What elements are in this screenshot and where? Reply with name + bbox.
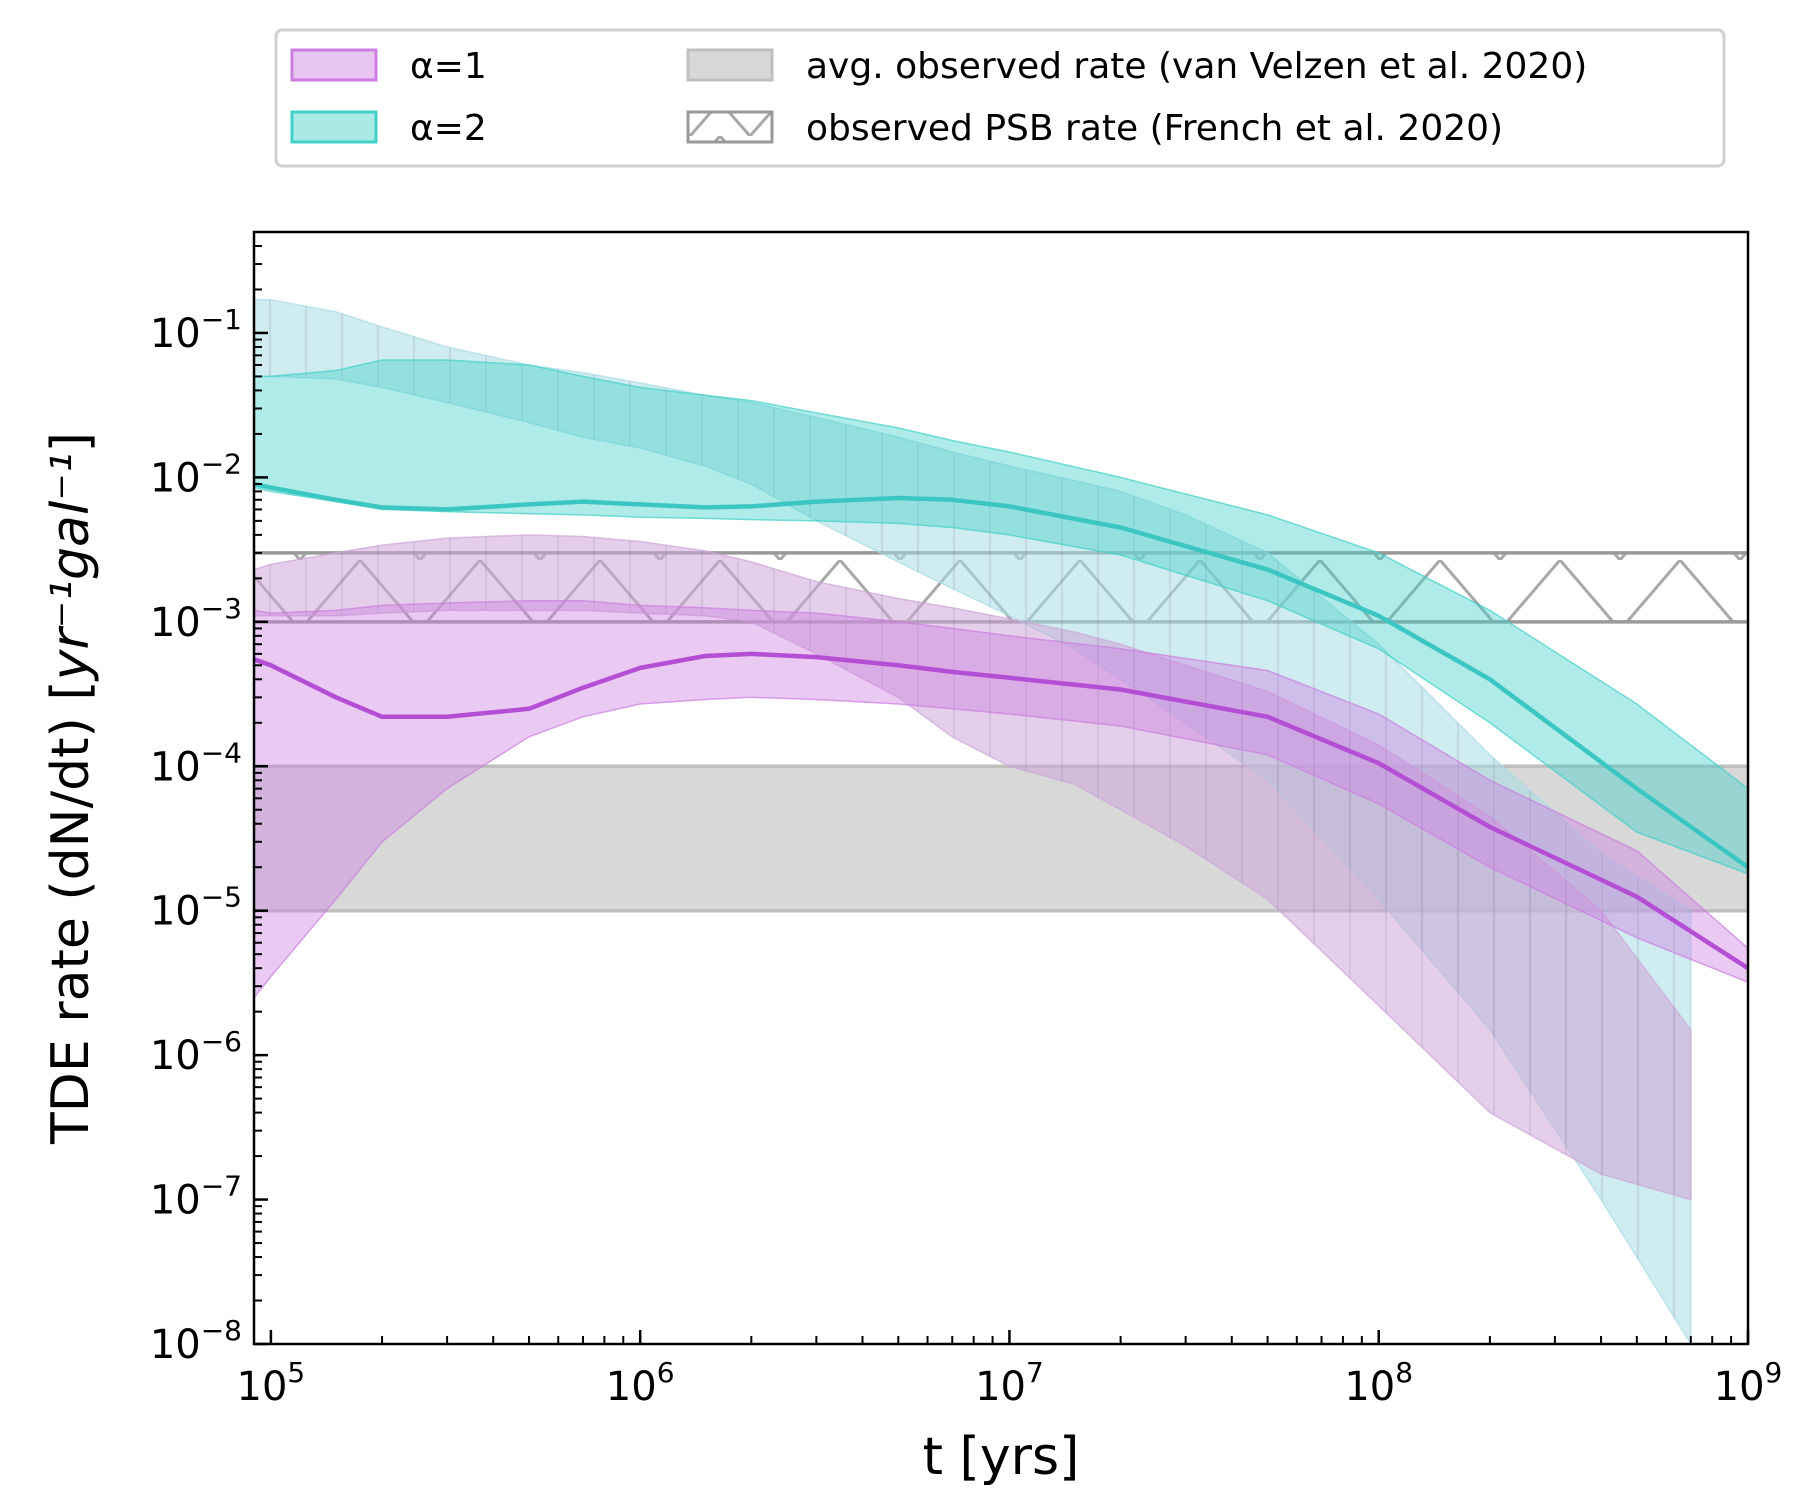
y-axis-title: TDE rate (dN/dt) [yr⁻¹gal⁻¹] bbox=[41, 432, 101, 1145]
y-axis-title-suffix: ] bbox=[41, 432, 101, 452]
legend-frame bbox=[274, 28, 1726, 168]
band-alpha2 bbox=[254, 359, 1748, 875]
legend-swatch-alpha2 bbox=[290, 110, 378, 144]
y-tick-label: 10−6 bbox=[150, 1025, 242, 1079]
x-tick-label: 106 bbox=[606, 1356, 675, 1410]
band-hatch-alpha1-psb bbox=[254, 534, 1691, 1200]
legend-label-psb-observed: observed PSB rate (French et al. 2020) bbox=[806, 108, 1503, 149]
median-line-alpha2 bbox=[254, 481, 1748, 870]
plot-frame bbox=[252, 230, 1750, 1346]
x-tick-label: 109 bbox=[1714, 1356, 1783, 1410]
x-tick-label: 105 bbox=[237, 1356, 306, 1410]
y-tick-label: 10−4 bbox=[150, 736, 242, 790]
legend-swatch-psb-observed bbox=[686, 110, 774, 144]
legend-label-alpha1: α=1 bbox=[410, 46, 487, 87]
x-tick-label: 108 bbox=[1344, 1356, 1413, 1410]
y-tick-label: 10−1 bbox=[150, 303, 242, 357]
median-line-alpha1 bbox=[254, 651, 1748, 971]
legend-label-alpha2: α=2 bbox=[410, 108, 487, 149]
y-tick-label: 10−5 bbox=[150, 881, 242, 935]
x-tick-label: 107 bbox=[975, 1356, 1044, 1410]
y-tick-label: 10−3 bbox=[150, 592, 242, 646]
y-tick-label: 10−8 bbox=[150, 1314, 242, 1368]
y-tick-label: 10−7 bbox=[150, 1170, 242, 1224]
legend-label-avg-observed: avg. observed rate (van Velzen et al. 20… bbox=[806, 46, 1587, 87]
model-series bbox=[254, 298, 1748, 1344]
axis-ticks: 105 106 107 108 109 10−1 10−2 10−3 10−4 10−5 10−6 1… bbox=[150, 244, 1783, 1410]
y-tick-label: 10−2 bbox=[150, 447, 242, 501]
y-axis-title-prefix: TDE rate (dN/dt) [ bbox=[41, 680, 101, 1145]
legend-swatch-alpha1 bbox=[290, 48, 378, 82]
y-axis-title-math: yr⁻¹gal⁻¹ bbox=[41, 452, 101, 682]
legend-swatch-avg-observed bbox=[686, 48, 774, 82]
band-alpha1 bbox=[254, 599, 1748, 999]
plot-area bbox=[254, 298, 1748, 1344]
legend: α=1 α=2 avg. observed rate (van Velzen e… bbox=[274, 28, 1726, 168]
x-axis-title: t [yrs] bbox=[923, 1427, 1080, 1487]
